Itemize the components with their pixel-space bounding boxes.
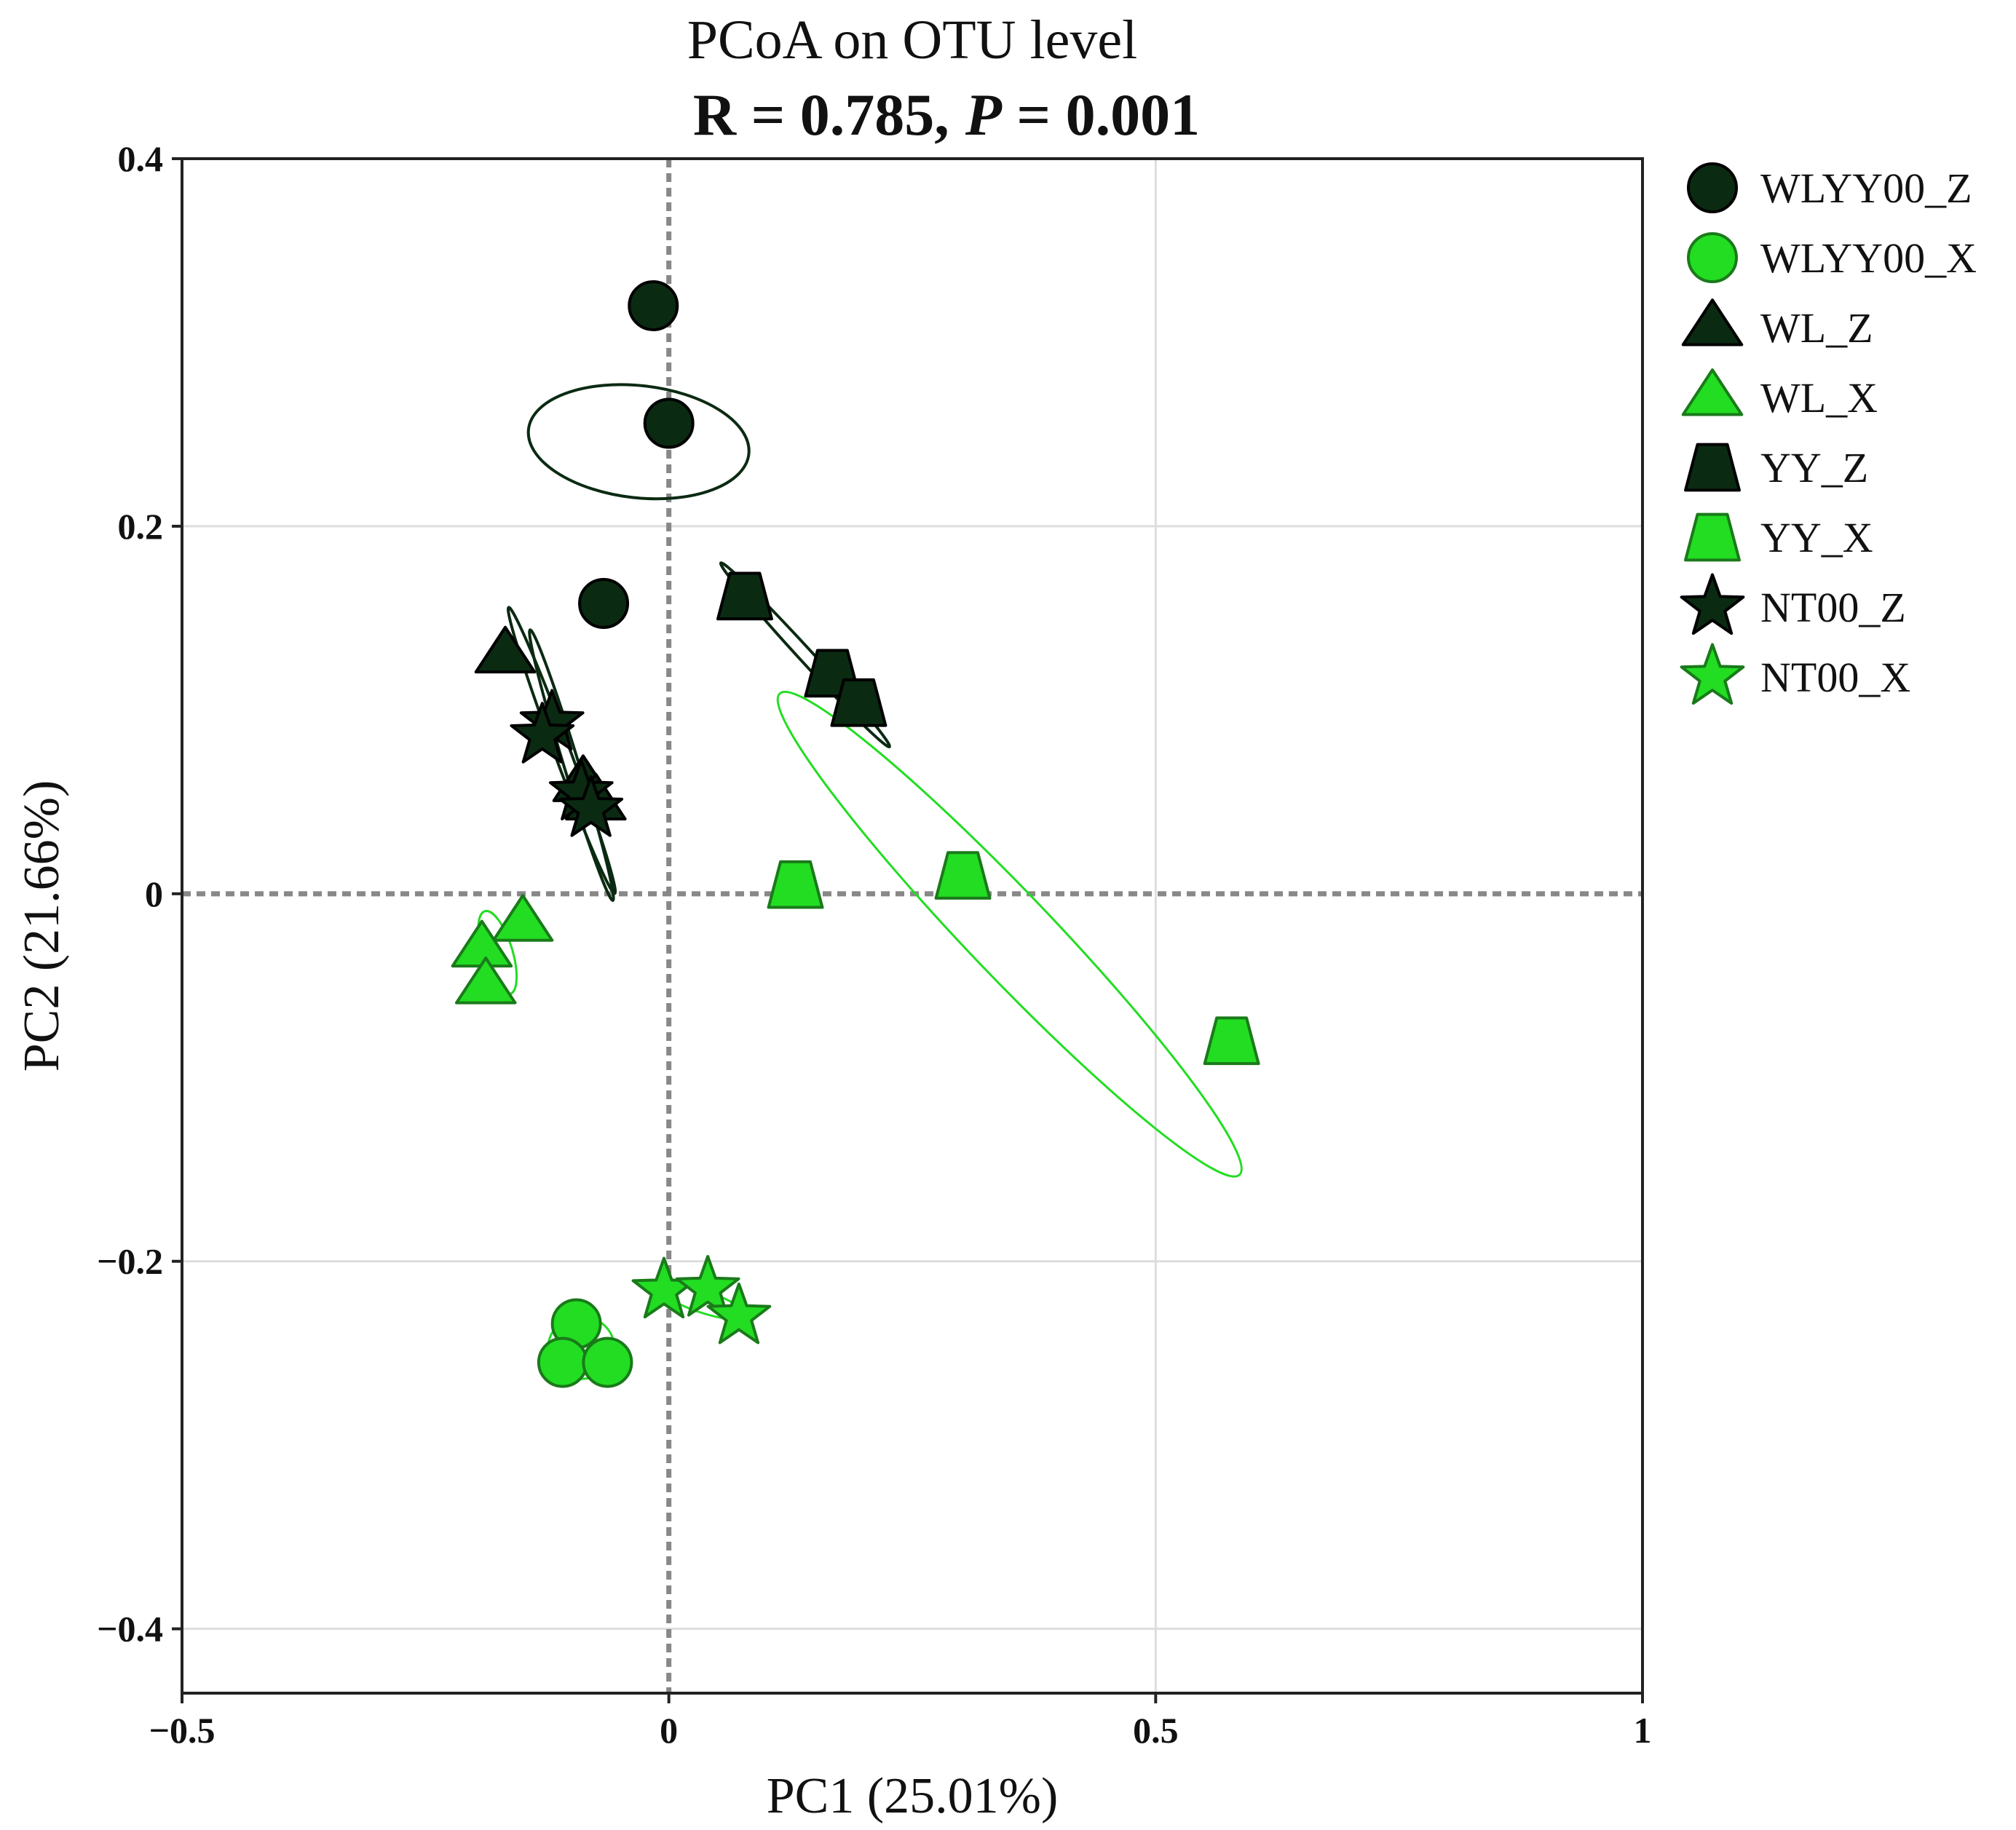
ellipse-wlyy00-z (526, 383, 751, 501)
point-wl-x-1 (491, 894, 554, 942)
legend-item-nt00-x: NT00_X (1680, 643, 1910, 705)
ellipse-yy-x (776, 691, 1243, 1178)
legend-marker-wl-x (1681, 368, 1744, 416)
point-yy-x-1 (767, 860, 824, 909)
legend-item-wlyy00-z: WLYY00_Z (1687, 162, 1972, 213)
chart-title: PCoA on OTU level (687, 9, 1138, 71)
point-wl-z-1 (474, 625, 537, 674)
p-symbol: P (965, 82, 1003, 148)
point-nt00-x-3 (706, 1282, 772, 1344)
legend-item-wl-z: WL_Z (1681, 298, 1873, 352)
point-nt00-z-2 (510, 702, 575, 764)
x-tick-label: 1 (1634, 1710, 1652, 1751)
chart-subtitle: R = 0.785, P = 0.001 (693, 82, 1200, 148)
point-nt00-z-4 (558, 775, 624, 837)
point-yy-z-3 (830, 678, 888, 727)
legend-marker-wl-z (1681, 298, 1744, 346)
y-tick-label: −0.4 (97, 1609, 163, 1649)
x-axis-ticks: −0.5 0 0.5 1 (149, 1693, 1652, 1751)
y-tick-label: 0.2 (118, 506, 164, 547)
point-wlyy00-z-2 (643, 397, 695, 449)
data-points (451, 280, 1260, 1388)
plot-frame (181, 157, 1644, 1695)
legend-label-wl-x: WL_X (1760, 374, 1878, 421)
legend: WLYY00_Z WLYY00_X WL_Z WL_X YY_Z YY_X NT00_Z NT… (1680, 162, 1977, 705)
point-yy-x-2 (934, 851, 992, 900)
legend-label-wl-z: WL_Z (1760, 304, 1873, 352)
confidence-ellipses (477, 383, 1243, 1380)
point-wlyy00-z-1 (628, 280, 679, 331)
legend-label-nt00-z: NT00_Z (1760, 584, 1906, 631)
legend-item-nt00-z: NT00_Z (1680, 573, 1906, 635)
legend-label-yy-z: YY_Z (1760, 444, 1868, 491)
legend-item-wl-x: WL_X (1681, 368, 1878, 421)
legend-marker-wlyy00-x (1687, 232, 1738, 283)
legend-label-wlyy00-x: WLYY00_X (1760, 234, 1977, 282)
legend-marker-wlyy00-z (1687, 162, 1738, 213)
point-wlyy00-x-2 (537, 1336, 588, 1388)
r-statistic: R = 0.785, (693, 82, 949, 148)
point-yy-z-1 (716, 571, 773, 621)
point-nt00-x-2 (675, 1255, 740, 1317)
y-axis-ticks: 0.4 0.2 0 −0.2 −0.4 (97, 138, 182, 1649)
y-axis-label: PC2 (21.66%) (14, 780, 70, 1072)
x-tick-label: 0.5 (1133, 1710, 1179, 1751)
legend-item-wlyy00-x: WLYY00_X (1687, 232, 1977, 283)
legend-item-yy-z: YY_Z (1684, 443, 1868, 492)
legend-marker-yy-z (1684, 443, 1741, 492)
legend-marker-yy-x (1684, 512, 1741, 562)
y-tick-label: −0.2 (97, 1241, 163, 1282)
point-wl-x-3 (454, 956, 517, 1005)
point-yy-x-3 (1203, 1016, 1260, 1066)
x-tick-label: −0.5 (149, 1710, 216, 1751)
legend-marker-nt00-x (1680, 643, 1745, 705)
legend-label-yy-x: YY_X (1760, 514, 1873, 561)
point-wlyy00-z-3 (578, 577, 630, 629)
ellipse-yy-z (719, 561, 891, 749)
p-value: = 0.001 (1002, 82, 1200, 148)
y-tick-label: 0.4 (118, 138, 164, 179)
legend-item-yy-x: YY_X (1684, 512, 1873, 562)
x-tick-label: 0 (660, 1710, 678, 1751)
legend-label-wlyy00-z: WLYY00_Z (1760, 165, 1972, 212)
legend-label-nt00-x: NT00_X (1760, 654, 1910, 701)
x-axis-label: PC1 (25.01%) (767, 1768, 1059, 1824)
y-tick-label: 0 (145, 874, 163, 914)
point-wlyy00-x-3 (582, 1336, 633, 1388)
legend-marker-nt00-z (1680, 573, 1745, 635)
